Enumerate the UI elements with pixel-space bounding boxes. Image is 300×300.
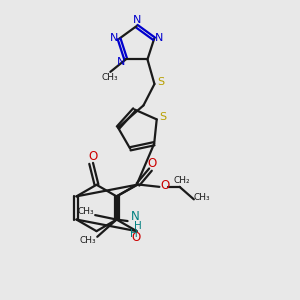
Text: S: S	[160, 112, 167, 122]
Text: CH₃: CH₃	[80, 236, 96, 245]
Text: O: O	[160, 179, 170, 192]
Text: H: H	[134, 221, 141, 231]
Text: N: N	[117, 57, 125, 68]
Text: O: O	[131, 231, 141, 244]
Text: O: O	[88, 150, 97, 163]
Text: CH₃: CH₃	[101, 73, 118, 82]
Text: H: H	[130, 230, 137, 239]
Text: CH₂: CH₂	[174, 176, 190, 185]
Text: N: N	[110, 33, 118, 43]
Text: N: N	[132, 15, 141, 25]
Text: S: S	[158, 76, 165, 87]
Text: O: O	[147, 157, 157, 170]
Text: N: N	[155, 33, 164, 43]
Text: N: N	[130, 210, 140, 223]
Text: CH₃: CH₃	[194, 194, 211, 202]
Text: CH₃: CH₃	[77, 207, 94, 216]
